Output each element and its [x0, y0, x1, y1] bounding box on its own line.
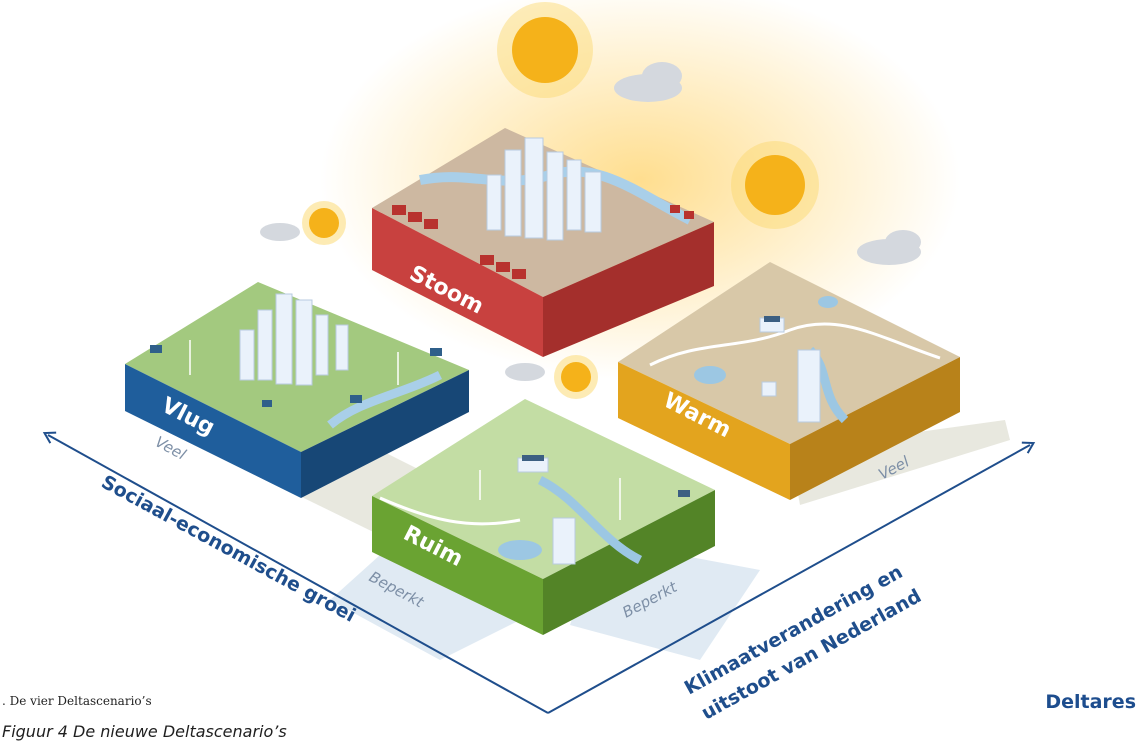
sun-icon	[554, 355, 598, 399]
scenario-block-stoom: Stoom	[372, 128, 714, 357]
axis-arrow-left	[42, 431, 549, 714]
cloud-icon	[614, 62, 682, 102]
sun-icon	[302, 201, 346, 245]
scenario-block-ruim: Ruim	[372, 399, 715, 635]
cloud-icon	[857, 230, 921, 265]
floor-tile-left-beperkt	[330, 555, 520, 660]
brand-logo-text: Deltares	[1045, 691, 1136, 713]
cloud-icon	[260, 223, 300, 241]
source-label: . De vier Deltascenario’s	[2, 694, 152, 708]
axis-arrow-right	[547, 441, 1036, 714]
cloud-icon	[505, 363, 545, 381]
floor-tile-right-veel	[790, 420, 1010, 505]
figure-caption: Figuur 4 De nieuwe Deltascenario’s	[2, 722, 287, 741]
sun-icon	[731, 141, 819, 229]
scenario-block-warm: Warm	[618, 262, 960, 500]
sun-icon	[497, 2, 593, 98]
scenario-block-vlug: Vlug	[125, 282, 469, 498]
